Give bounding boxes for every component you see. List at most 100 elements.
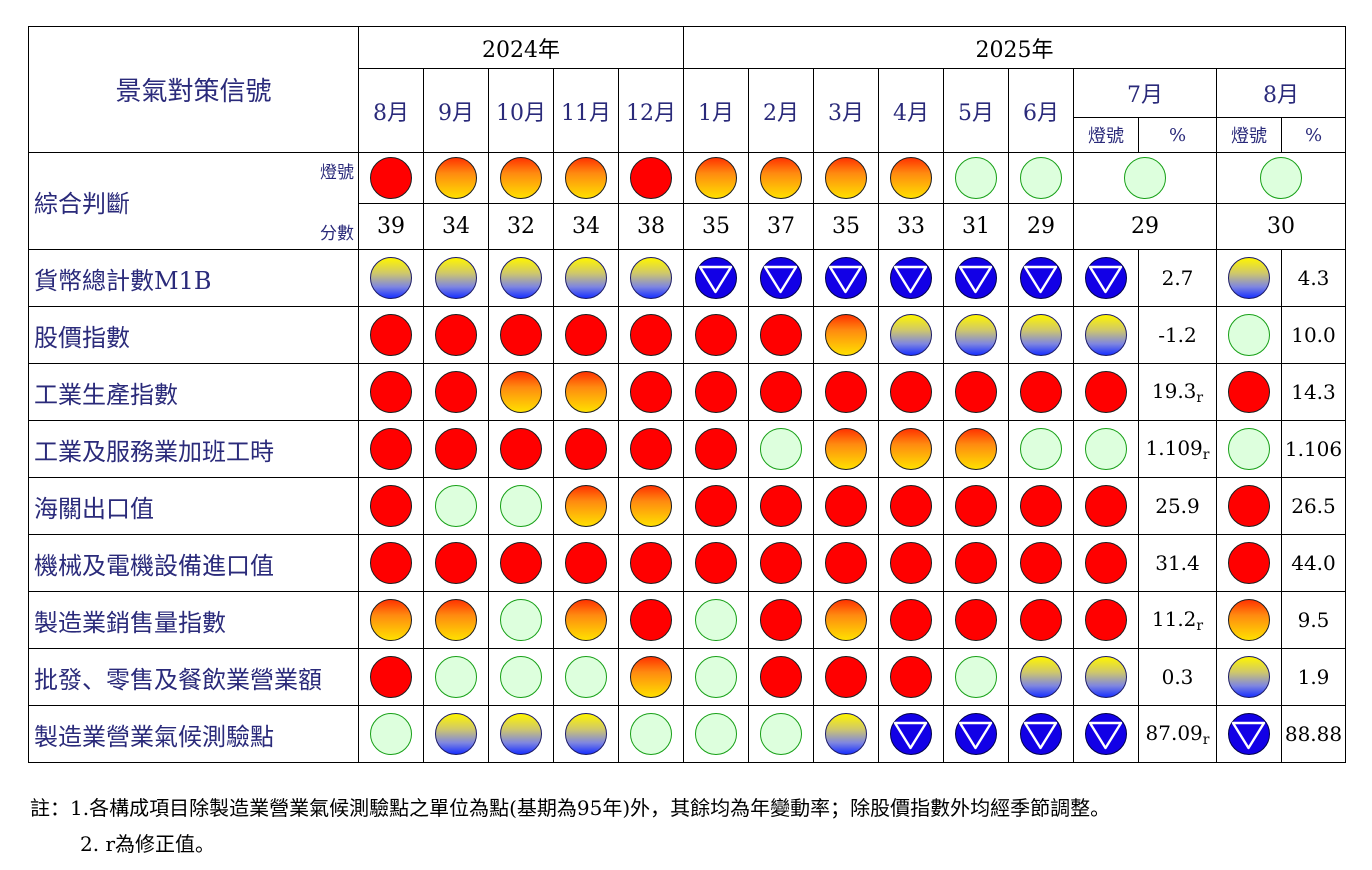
aug-value-cell: 4.3	[1281, 249, 1346, 307]
yellow-red-lamp-icon	[435, 157, 477, 199]
jul-value-cell: -1.2	[1138, 306, 1217, 364]
green-lamp-icon	[1260, 157, 1302, 199]
jul-value-cell: 25.9	[1138, 477, 1217, 535]
signal-cell	[488, 306, 554, 364]
value-text: 2.7	[1161, 266, 1194, 290]
signal-cell	[1216, 363, 1282, 421]
signal-cell	[488, 152, 554, 204]
signal-cell	[878, 363, 944, 421]
signal-cell	[683, 705, 749, 763]
signal-cell	[813, 249, 879, 307]
signal-cell	[943, 705, 1009, 763]
signal-cell	[553, 648, 619, 706]
red-lamp-icon	[760, 599, 802, 641]
signal-cell	[683, 306, 749, 364]
yellow-blue-lamp-icon	[1085, 314, 1127, 356]
yellow-red-lamp-icon	[500, 157, 542, 199]
sub-header-lamp: 燈號	[1216, 117, 1282, 153]
signal-cell	[943, 420, 1009, 478]
signal-cell	[943, 534, 1009, 592]
red-lamp-icon	[1020, 542, 1062, 584]
score-cell: 31	[943, 203, 1009, 250]
signal-cell	[748, 420, 814, 478]
signal-cell	[1073, 152, 1217, 204]
red-lamp-icon	[890, 656, 932, 698]
signal-cell	[878, 306, 944, 364]
signal-cell	[488, 249, 554, 307]
signal-cell	[1008, 705, 1074, 763]
signal-cell	[553, 420, 619, 478]
row-label: 綜合判斷 燈號 分數	[28, 152, 359, 250]
signal-cell	[1073, 306, 1139, 364]
signal-cell	[748, 249, 814, 307]
signal-cell	[748, 648, 814, 706]
red-lamp-icon	[1020, 485, 1062, 527]
blue-lamp-icon	[955, 257, 997, 299]
yellow-red-lamp-icon	[630, 485, 672, 527]
signal-cell	[488, 477, 554, 535]
signal-cell	[618, 705, 684, 763]
red-lamp-icon	[630, 428, 672, 470]
revised-marker: r	[1196, 617, 1204, 634]
signal-cell	[423, 477, 489, 535]
red-lamp-icon	[370, 371, 412, 413]
signal-cell	[423, 534, 489, 592]
row-label: 批發、零售及餐飲業營業額	[28, 648, 359, 706]
signal-cell	[683, 249, 749, 307]
revised-marker: r	[1202, 446, 1210, 463]
red-lamp-icon	[630, 371, 672, 413]
month-header: 11月	[553, 68, 619, 153]
yellow-red-lamp-icon	[825, 428, 867, 470]
month-header-aug: 8月	[1216, 68, 1346, 118]
jul-value-cell: 1.109r	[1138, 420, 1217, 478]
red-lamp-icon	[955, 371, 997, 413]
signal-cell	[1073, 477, 1139, 535]
score-cell: 38	[618, 203, 684, 250]
signal-cell	[813, 591, 879, 649]
month-header: 3月	[813, 68, 879, 153]
month-header: 9月	[423, 68, 489, 153]
green-lamp-icon	[500, 599, 542, 641]
signal-cell	[553, 306, 619, 364]
green-lamp-icon	[695, 656, 737, 698]
score-cell: 32	[488, 203, 554, 250]
signal-cell	[943, 249, 1009, 307]
red-lamp-icon	[825, 485, 867, 527]
yellow-blue-lamp-icon	[370, 257, 412, 299]
yellow-blue-lamp-icon	[1228, 656, 1270, 698]
red-lamp-icon	[890, 542, 932, 584]
signal-cell	[943, 648, 1009, 706]
signal-cell	[358, 306, 424, 364]
red-lamp-icon	[955, 599, 997, 641]
green-lamp-icon	[500, 485, 542, 527]
year-header-2024: 2024年	[358, 26, 684, 69]
signal-cell	[358, 420, 424, 478]
signal-cell	[943, 306, 1009, 364]
green-lamp-icon	[500, 656, 542, 698]
score-cell: 39	[358, 203, 424, 250]
yellow-blue-lamp-icon	[500, 257, 542, 299]
yellow-blue-lamp-icon	[500, 713, 542, 755]
row-label-text: 綜合判斷	[34, 189, 130, 218]
signal-cell	[813, 648, 879, 706]
red-lamp-icon	[500, 428, 542, 470]
yellow-blue-lamp-icon	[890, 314, 932, 356]
signal-cell	[358, 705, 424, 763]
score-cell: 29	[1008, 203, 1074, 250]
jul-value-cell: 2.7	[1138, 249, 1217, 307]
signal-cell	[423, 249, 489, 307]
yellow-red-lamp-icon	[565, 599, 607, 641]
signal-cell	[1008, 363, 1074, 421]
yellow-blue-lamp-icon	[825, 713, 867, 755]
signal-cell	[1008, 306, 1074, 364]
green-lamp-icon	[760, 713, 802, 755]
signal-cell	[1073, 648, 1139, 706]
red-lamp-icon	[890, 599, 932, 641]
yellow-red-lamp-icon	[890, 157, 932, 199]
month-header: 5月	[943, 68, 1009, 153]
yellow-red-lamp-icon	[890, 428, 932, 470]
signal-cell	[813, 363, 879, 421]
red-lamp-icon	[760, 314, 802, 356]
red-lamp-icon	[370, 656, 412, 698]
signal-cell	[423, 705, 489, 763]
